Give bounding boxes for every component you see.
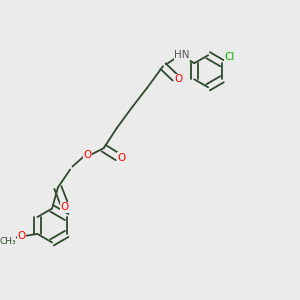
Text: O: O [83,151,92,160]
Text: CH₃: CH₃ [0,237,16,246]
Text: O: O [17,231,26,241]
Text: HN: HN [174,50,190,60]
Text: O: O [118,152,126,163]
Text: O: O [61,202,69,212]
Text: O: O [175,74,183,84]
Text: Cl: Cl [224,52,235,62]
